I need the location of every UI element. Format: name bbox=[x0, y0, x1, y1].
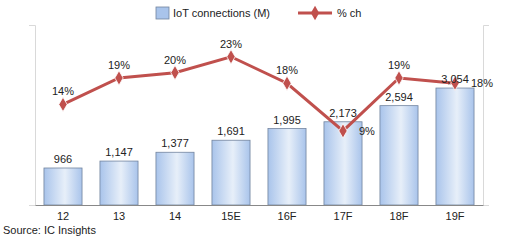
x-tick: 16F bbox=[278, 205, 297, 222]
x-tick-label: 16F bbox=[278, 210, 297, 222]
marker bbox=[59, 97, 67, 111]
x-tick: 12 bbox=[57, 205, 69, 222]
legend-swatch bbox=[156, 7, 169, 19]
x-tick: 17F bbox=[334, 205, 353, 222]
x-tick: 15E bbox=[221, 205, 241, 222]
bar-label: 1,995 bbox=[273, 114, 301, 126]
bar-label: 1,377 bbox=[161, 137, 189, 149]
x-tick-label: 19F bbox=[446, 210, 465, 222]
bar bbox=[156, 152, 194, 205]
bar-label: 3,054 bbox=[441, 73, 469, 85]
x-tick: 18F bbox=[390, 205, 409, 222]
data-labels: 966 1,147 1,377 1,691 1,995 2,173 2,594 3,054 14… bbox=[52, 38, 493, 165]
chart: 966 1,147 1,377 1,691 1,995 2,173 2,594 3,054 14… bbox=[0, 0, 509, 241]
legend-item: % ch bbox=[298, 6, 361, 20]
bar-label: 2,594 bbox=[385, 91, 413, 103]
line-label: 9% bbox=[359, 125, 375, 137]
bar bbox=[212, 140, 250, 205]
legend-marker bbox=[311, 6, 319, 20]
legend-item: IoT connections (M) bbox=[156, 7, 270, 19]
x-axis: 12 13 14 15E 16F 17F 18F 19F bbox=[36, 205, 484, 222]
bar-label: 1,147 bbox=[105, 146, 133, 158]
line bbox=[63, 57, 455, 131]
bar bbox=[436, 88, 474, 205]
bar-label: 1,691 bbox=[217, 125, 245, 137]
x-tick-label: 15E bbox=[221, 210, 241, 222]
bar bbox=[44, 168, 82, 205]
bar bbox=[268, 129, 306, 205]
line-label: 19% bbox=[388, 59, 410, 71]
x-tick: 19F bbox=[446, 205, 465, 222]
legend-label: IoT connections (M) bbox=[173, 7, 270, 19]
bar-label: 966 bbox=[54, 153, 72, 165]
bar bbox=[100, 161, 138, 205]
x-tick-label: 14 bbox=[169, 210, 181, 222]
x-tick-label: 18F bbox=[390, 210, 409, 222]
marker bbox=[395, 71, 403, 85]
y-axis-line bbox=[29, 26, 36, 206]
plot-area bbox=[44, 50, 474, 205]
y-axis bbox=[29, 26, 36, 206]
y2-axis-line bbox=[484, 26, 490, 206]
x-axis-line bbox=[36, 205, 484, 206]
bar-label: 2,173 bbox=[329, 107, 357, 119]
x-tick: 14 bbox=[169, 205, 181, 222]
source: Source: IC Insights bbox=[3, 224, 96, 236]
marker bbox=[171, 65, 179, 79]
line-label: 14% bbox=[52, 85, 74, 97]
bar bbox=[324, 122, 362, 205]
marker bbox=[227, 50, 235, 64]
x-tick-label: 13 bbox=[113, 210, 125, 222]
x-tick-label: 17F bbox=[334, 210, 353, 222]
line-label: 20% bbox=[164, 54, 186, 66]
line-label: 18% bbox=[471, 77, 493, 89]
line-label: 19% bbox=[108, 59, 130, 71]
marker bbox=[283, 76, 291, 90]
marker bbox=[115, 71, 123, 85]
line-label: 18% bbox=[276, 64, 298, 76]
legend: IoT connections (M) % ch bbox=[156, 6, 361, 20]
line-label: 23% bbox=[220, 38, 242, 50]
y2-axis bbox=[484, 26, 490, 206]
legend-label: % ch bbox=[337, 7, 361, 19]
x-tick: 13 bbox=[113, 205, 125, 222]
bar bbox=[380, 106, 418, 205]
x-tick-label: 12 bbox=[57, 210, 69, 222]
marker bbox=[339, 124, 347, 138]
